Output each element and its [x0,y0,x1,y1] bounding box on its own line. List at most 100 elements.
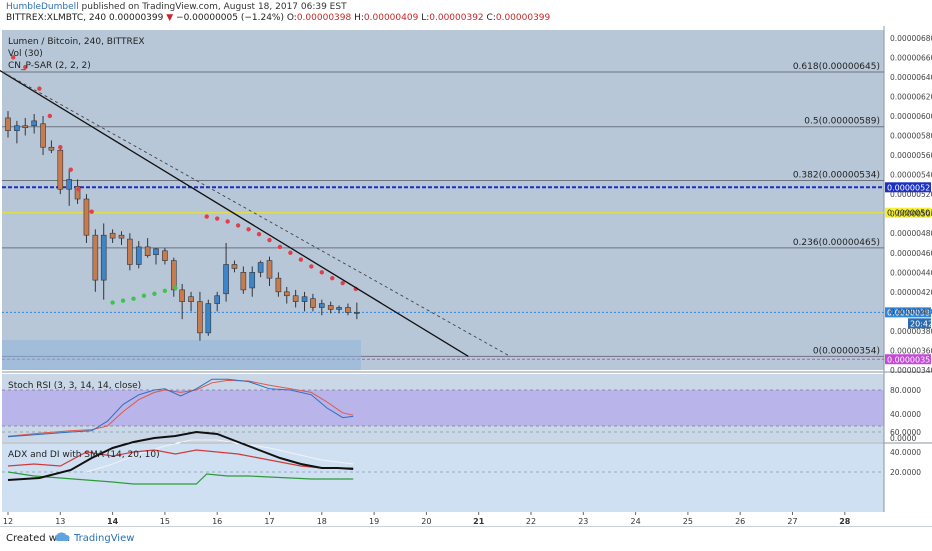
price-tag [885,354,931,365]
candle-body [127,238,133,265]
vol-legend: Vol (30) [8,49,43,59]
psar-dot-red [319,270,324,275]
price-tick-label: 0.00000460 [890,249,932,258]
price-tick-label: 0.00000620 [890,92,932,101]
candle-body [14,125,20,131]
candle-body [144,246,151,256]
legend-layer: Lumen / Bitcoin, 240, BITTREX Vol (30) C… [8,37,160,460]
candle-body [74,186,81,200]
candle-body [188,296,194,302]
time-tick-label: 17 [264,517,274,526]
psar-dot-green [152,291,157,296]
psar-dot-green [162,288,168,294]
price-tick-label: 0.00000380 [890,327,932,336]
adx-panel [2,444,884,512]
published-text: published on TradingView.com, August 18,… [81,2,347,12]
candle-body [310,298,316,308]
candle-body [22,125,29,129]
price-tick-label: 0.00000660 [890,53,932,62]
time-tick-label: 27 [787,517,797,526]
fib-level-label: 0.618(0.00000645) [793,62,880,72]
psar-dot-green [110,300,115,305]
volume-area [2,340,362,370]
candles-layer [5,111,360,341]
fib-level-label: 0.236(0.00000465) [793,238,880,248]
candle-body [223,264,229,295]
psar-dot-red [298,257,304,262]
candle-body [318,303,325,308]
psar-dot-red [330,275,335,281]
psar-dot-red [340,280,345,286]
price-tag-label: 0.00000351 [887,355,932,364]
candle-body [48,146,55,151]
candle-body [354,312,360,314]
time-tick-label: 22 [526,517,536,526]
high-value: 0.00000409 [363,13,419,23]
candle-body [100,234,107,281]
adx-sma-line [86,439,354,473]
candle-body [205,303,212,334]
created-with-label: Created with [6,533,70,544]
psar-dot-green [120,298,126,303]
price-tick-label: 0.00000560 [890,151,932,160]
candle-body [345,307,351,313]
high-label: H: [354,13,364,23]
trendline-solid [0,69,469,357]
psar-dot-red [215,216,220,221]
price-tag [885,307,931,318]
price-tick-label: 0.00000540 [890,171,932,180]
candle-body [153,248,159,256]
price-tick-label: 0.00000400 [890,307,932,316]
down-arrow-icon: ▼ [166,13,174,23]
tradingview-brand-link[interactable]: TradingView [74,533,135,544]
time-tick-label: 18 [317,517,327,526]
psar-dot-red [277,244,283,250]
stoch-band [2,390,884,426]
psar-dot-red [68,167,73,172]
psar-dot-red [37,86,42,91]
trendline-dashed [0,69,511,357]
candle-body [214,295,220,304]
adx-tick-label: 60.0000 [890,428,921,437]
time-tag-label: 20:42 [910,319,932,328]
candle-body [336,307,342,310]
stoch-tick-label: 40.0000 [890,410,921,419]
price-tick-label: 0.00000680 [890,34,932,43]
author-link[interactable]: HumbleDumbell [6,2,79,12]
time-tick-label: 23 [578,517,588,526]
psar-dot-red [89,209,94,214]
price-tag [885,182,931,193]
price-tick-label: 0.00000520 [890,190,932,199]
stoch-tick-label: 0.0000 [890,434,916,443]
axis-layer: 0.00000680 0.00000660 0.00000640 0.00000620… [3,34,932,526]
di-minus-line [7,449,354,469]
time-tag [908,318,931,329]
trendline-layer [0,69,511,357]
time-tick-label: 15 [160,517,170,526]
footer: Created with TradingView [0,526,932,551]
psar-dot-red [23,64,28,70]
candle-body [57,149,64,190]
levels-layer: 0.618(0.00000645) 0.5(0.00000589) 0.382(0.… [2,62,932,365]
candle-body [249,271,256,289]
candle-body [118,234,125,239]
time-tick-label: 20 [421,517,431,526]
price-tick-label: 0.00000600 [890,112,932,121]
psar-layer [11,55,358,305]
candle-body [5,117,11,131]
tradingview-cloud-icon [55,532,70,541]
psar-dot-red [267,237,272,243]
candle-body [83,198,90,236]
candle-body [31,120,37,127]
chart-canvas[interactable]: 0.618(0.00000645) 0.5(0.00000589) 0.382(0.… [0,26,932,526]
psar-dot-red [47,113,53,119]
price-tag-label: 0.00000501 [887,209,932,218]
candle-body [179,289,185,302]
psar-dot-red [11,55,16,60]
chart-title: Lumen / Bitcoin, 240, BITTREX [8,37,145,47]
candle-body [92,234,99,281]
ohlc-line: BITTREX:XLMBTC, 240 0.00000399 ▼ −0.0000… [6,13,550,23]
time-tick-label: 26 [735,517,745,526]
di-plus-line [7,471,354,485]
psar-dot-red [309,264,314,269]
